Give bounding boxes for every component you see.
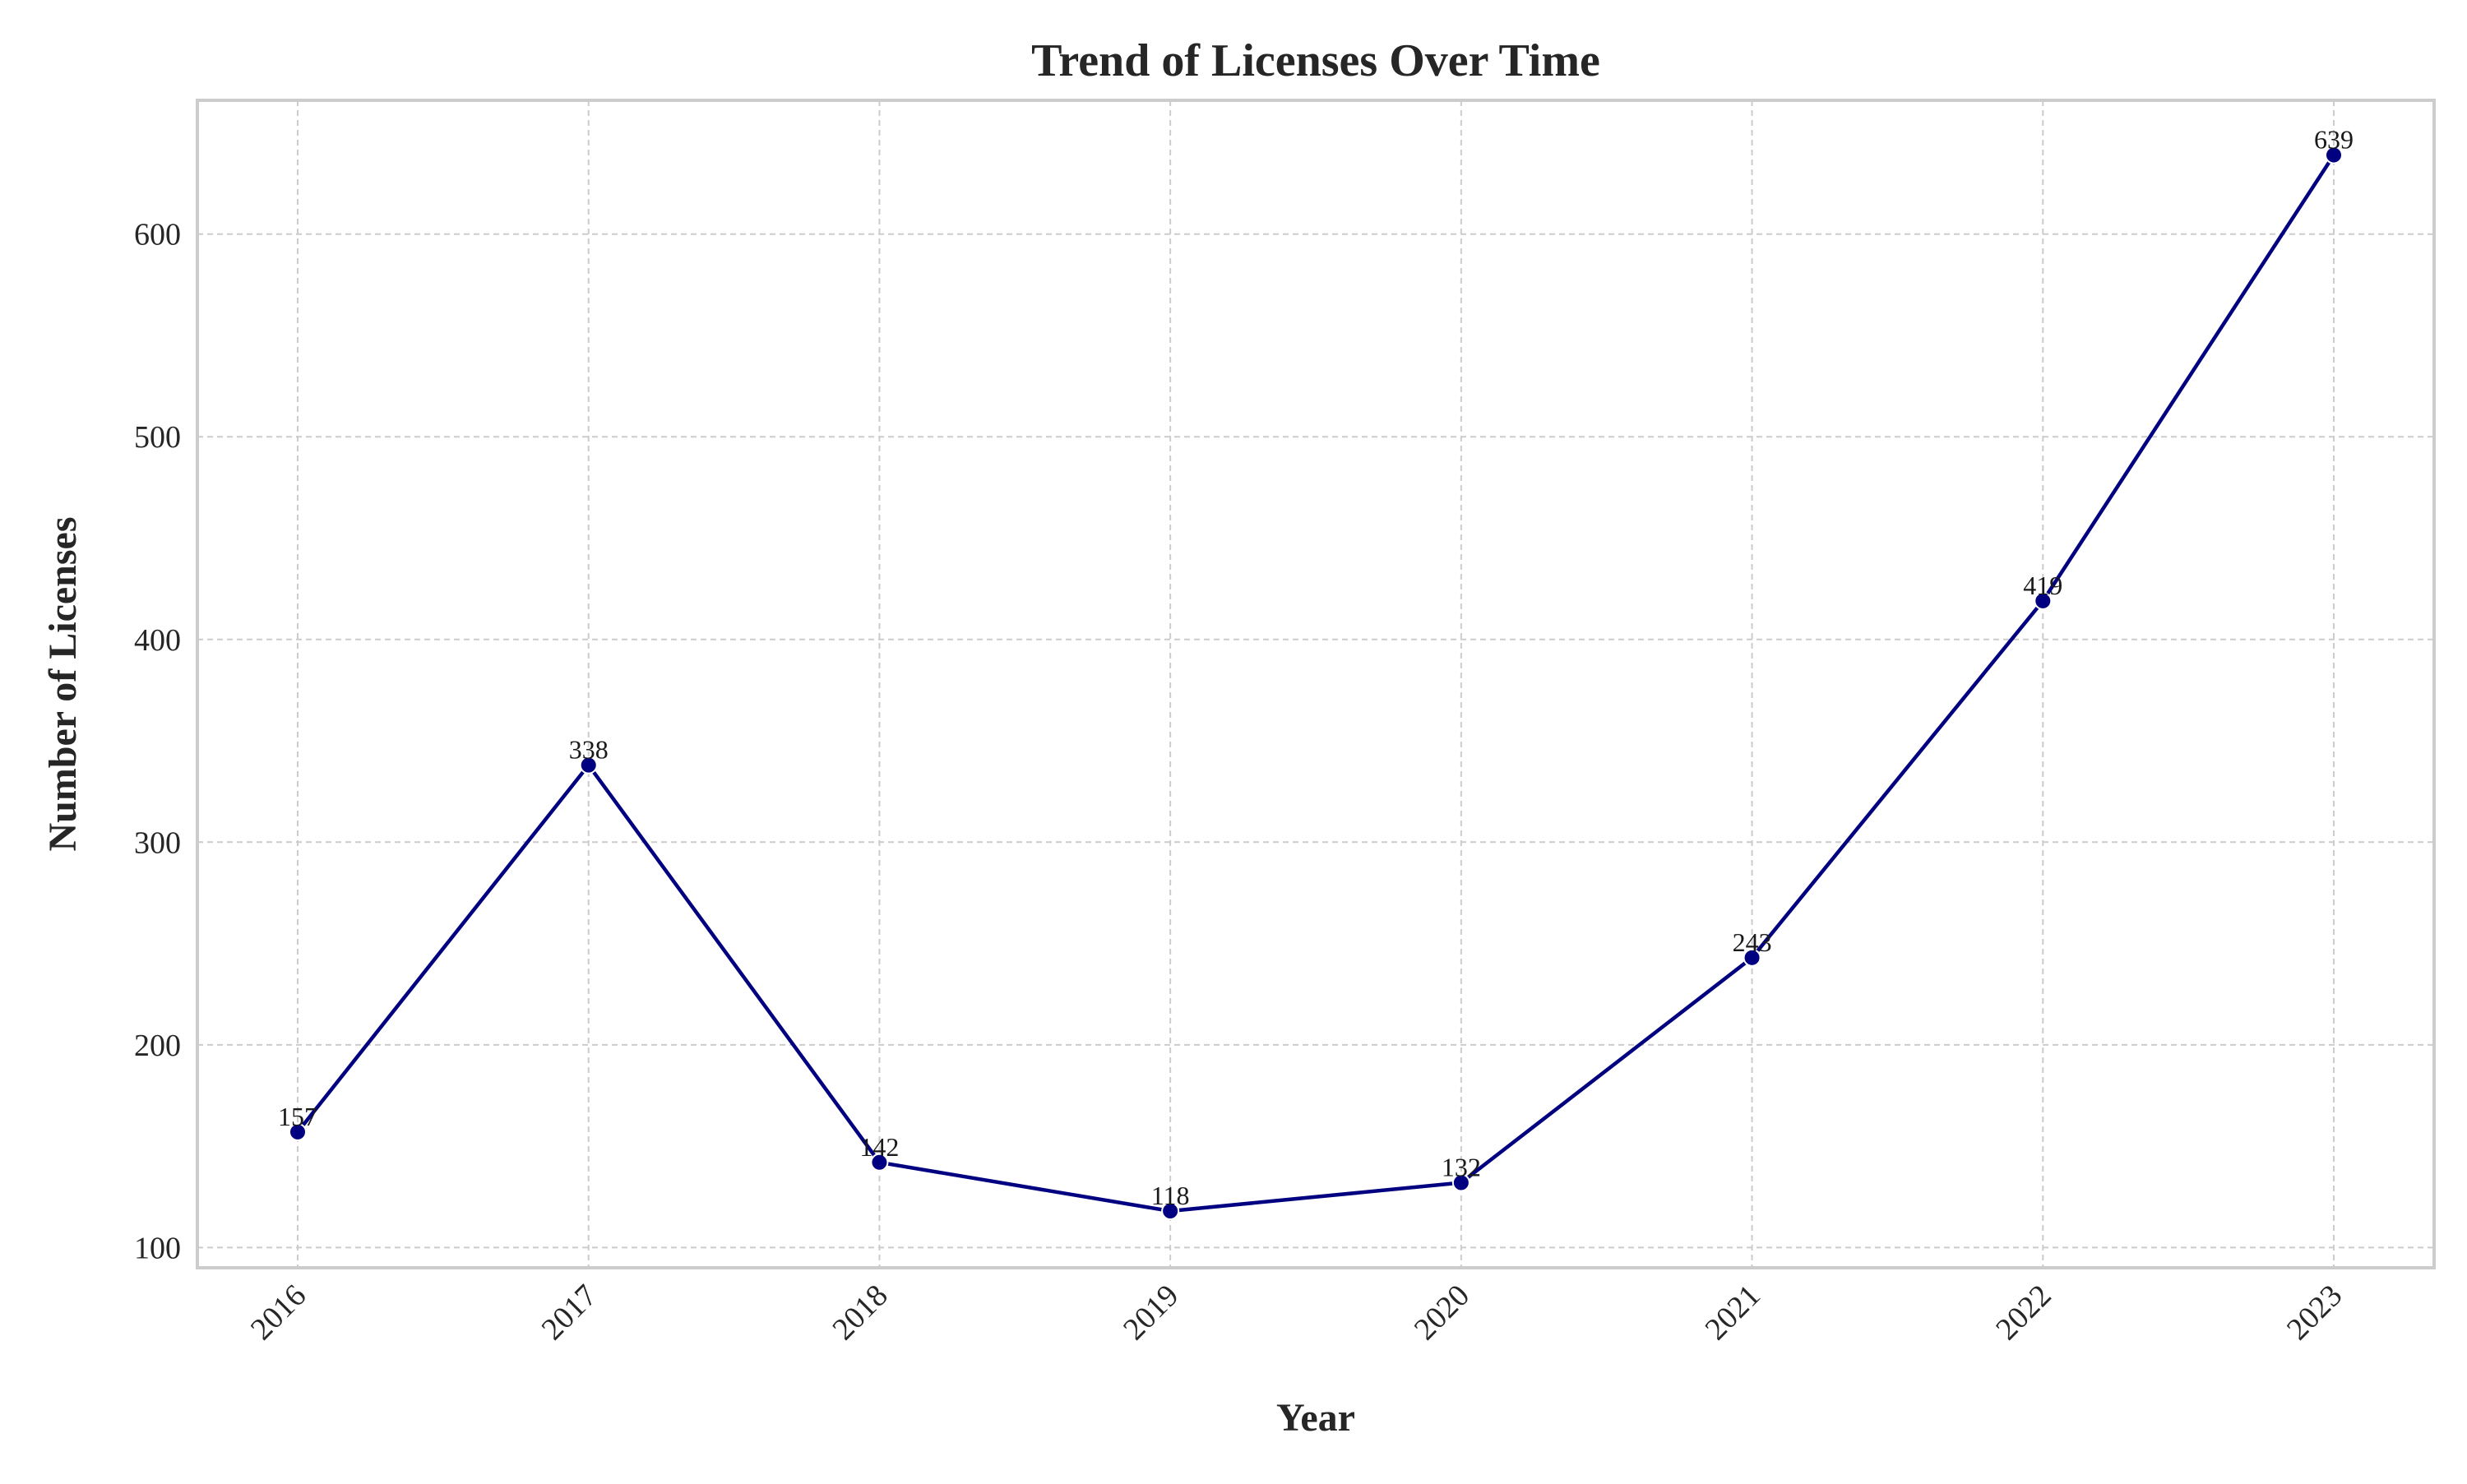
grid-lines bbox=[197, 100, 2434, 1268]
data-point bbox=[1161, 1201, 1180, 1220]
y-tick-label: 100 bbox=[134, 1231, 181, 1265]
x-tick-label: 2020 bbox=[1408, 1278, 1476, 1347]
x-tick-label: 2017 bbox=[535, 1278, 604, 1347]
y-axis-label: Number of Licenses bbox=[41, 516, 85, 851]
y-tick-label: 300 bbox=[134, 825, 181, 860]
data-label: 118 bbox=[1151, 1181, 1190, 1210]
data-labels: 157 338 142 118 132 243 419 639 bbox=[278, 125, 2354, 1210]
data-point bbox=[2034, 591, 2053, 610]
data-label: 243 bbox=[1733, 927, 1772, 957]
data-label: 419 bbox=[2023, 571, 2062, 600]
x-tick-label: 2021 bbox=[1698, 1278, 1766, 1347]
data-point bbox=[1451, 1173, 1470, 1192]
data-label: 338 bbox=[569, 735, 609, 765]
y-tick-label: 600 bbox=[134, 218, 181, 252]
chart-title: Trend of Licenses Over Time bbox=[1031, 35, 1600, 86]
x-axis-ticks: 2016 2017 2018 2019 2020 2021 2022 2023 bbox=[244, 1278, 2349, 1347]
x-axis-label: Year bbox=[1276, 1396, 1355, 1440]
data-point bbox=[1743, 948, 1761, 967]
x-tick-label: 2022 bbox=[1989, 1278, 2057, 1347]
x-tick-label: 2019 bbox=[1117, 1278, 1185, 1347]
y-axis-ticks: 100 200 300 400 500 600 bbox=[134, 218, 181, 1266]
y-tick-label: 500 bbox=[134, 420, 181, 455]
y-tick-label: 200 bbox=[134, 1029, 181, 1063]
data-label: 157 bbox=[278, 1102, 317, 1131]
x-tick-label: 2023 bbox=[2280, 1278, 2349, 1347]
x-tick-label: 2018 bbox=[826, 1278, 894, 1347]
data-point bbox=[2325, 146, 2343, 164]
data-point bbox=[289, 1122, 307, 1141]
data-point bbox=[579, 756, 598, 774]
y-tick-label: 400 bbox=[134, 623, 181, 658]
data-point bbox=[870, 1153, 889, 1172]
data-label: 639 bbox=[2314, 125, 2354, 155]
data-label: 132 bbox=[1442, 1152, 1481, 1181]
data-label: 142 bbox=[859, 1132, 899, 1162]
series-line bbox=[295, 153, 2336, 1214]
x-tick-label: 2016 bbox=[244, 1278, 312, 1347]
plot-frame bbox=[196, 99, 2436, 1269]
series-layer bbox=[289, 146, 2343, 1220]
